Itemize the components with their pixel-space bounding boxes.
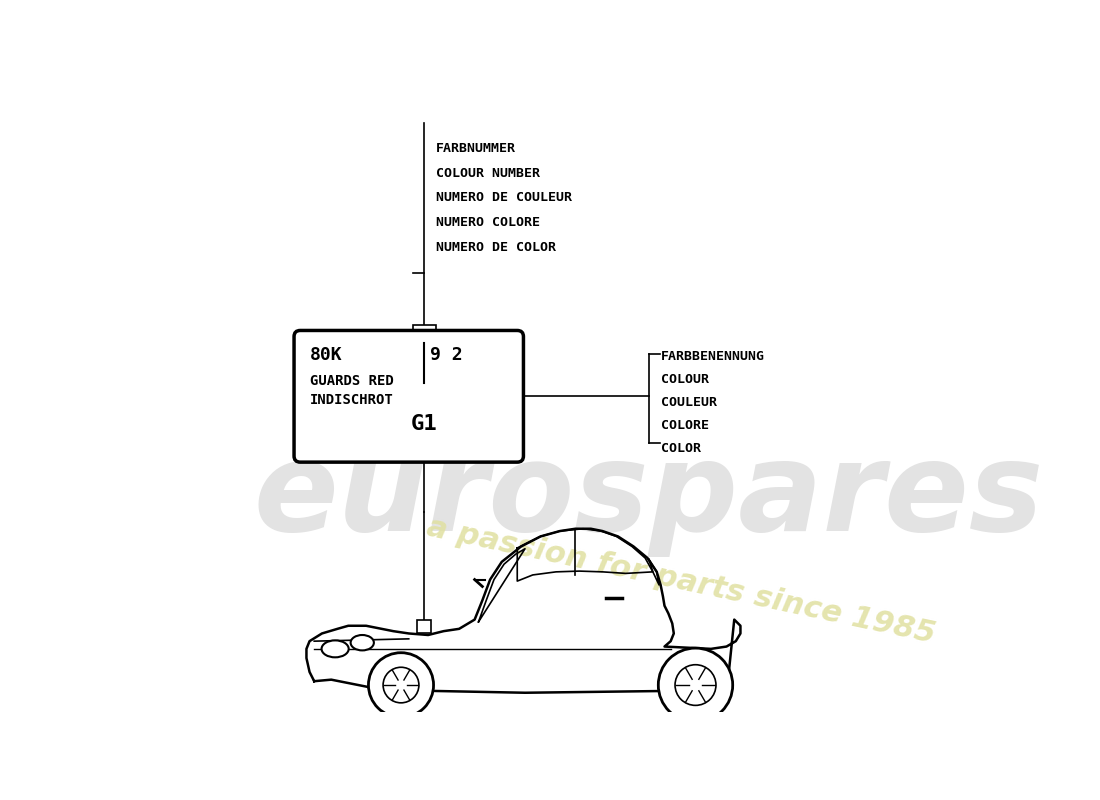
Bar: [412, 326, 436, 338]
Text: COLOR: COLOR: [661, 442, 701, 455]
Text: COLOUR: COLOUR: [661, 373, 708, 386]
FancyBboxPatch shape: [294, 330, 524, 462]
Text: GUARDS RED: GUARDS RED: [309, 374, 394, 387]
Text: FARBBENENNUNG: FARBBENENNUNG: [661, 350, 764, 363]
Circle shape: [658, 648, 733, 722]
Text: FARBNUMMER: FARBNUMMER: [436, 142, 516, 155]
Text: COULEUR: COULEUR: [661, 396, 716, 410]
Text: NUMERO DE COULEUR: NUMERO DE COULEUR: [436, 191, 572, 205]
Bar: [417, 619, 431, 634]
Text: 9 2: 9 2: [430, 346, 463, 364]
Circle shape: [368, 653, 433, 718]
Text: eurospares: eurospares: [254, 436, 1044, 557]
Circle shape: [675, 665, 716, 706]
Text: 80K: 80K: [309, 346, 342, 364]
Text: COLORE: COLORE: [661, 419, 708, 432]
Text: a passion for parts since 1985: a passion for parts since 1985: [425, 513, 938, 650]
Text: INDISCHROT: INDISCHROT: [309, 393, 394, 407]
Text: G1: G1: [411, 414, 438, 434]
Text: COLOUR NUMBER: COLOUR NUMBER: [436, 167, 540, 180]
Circle shape: [383, 667, 419, 703]
Text: NUMERO DE COLOR: NUMERO DE COLOR: [436, 241, 556, 254]
Ellipse shape: [321, 640, 349, 658]
Ellipse shape: [351, 635, 374, 650]
Text: NUMERO COLORE: NUMERO COLORE: [436, 216, 540, 229]
